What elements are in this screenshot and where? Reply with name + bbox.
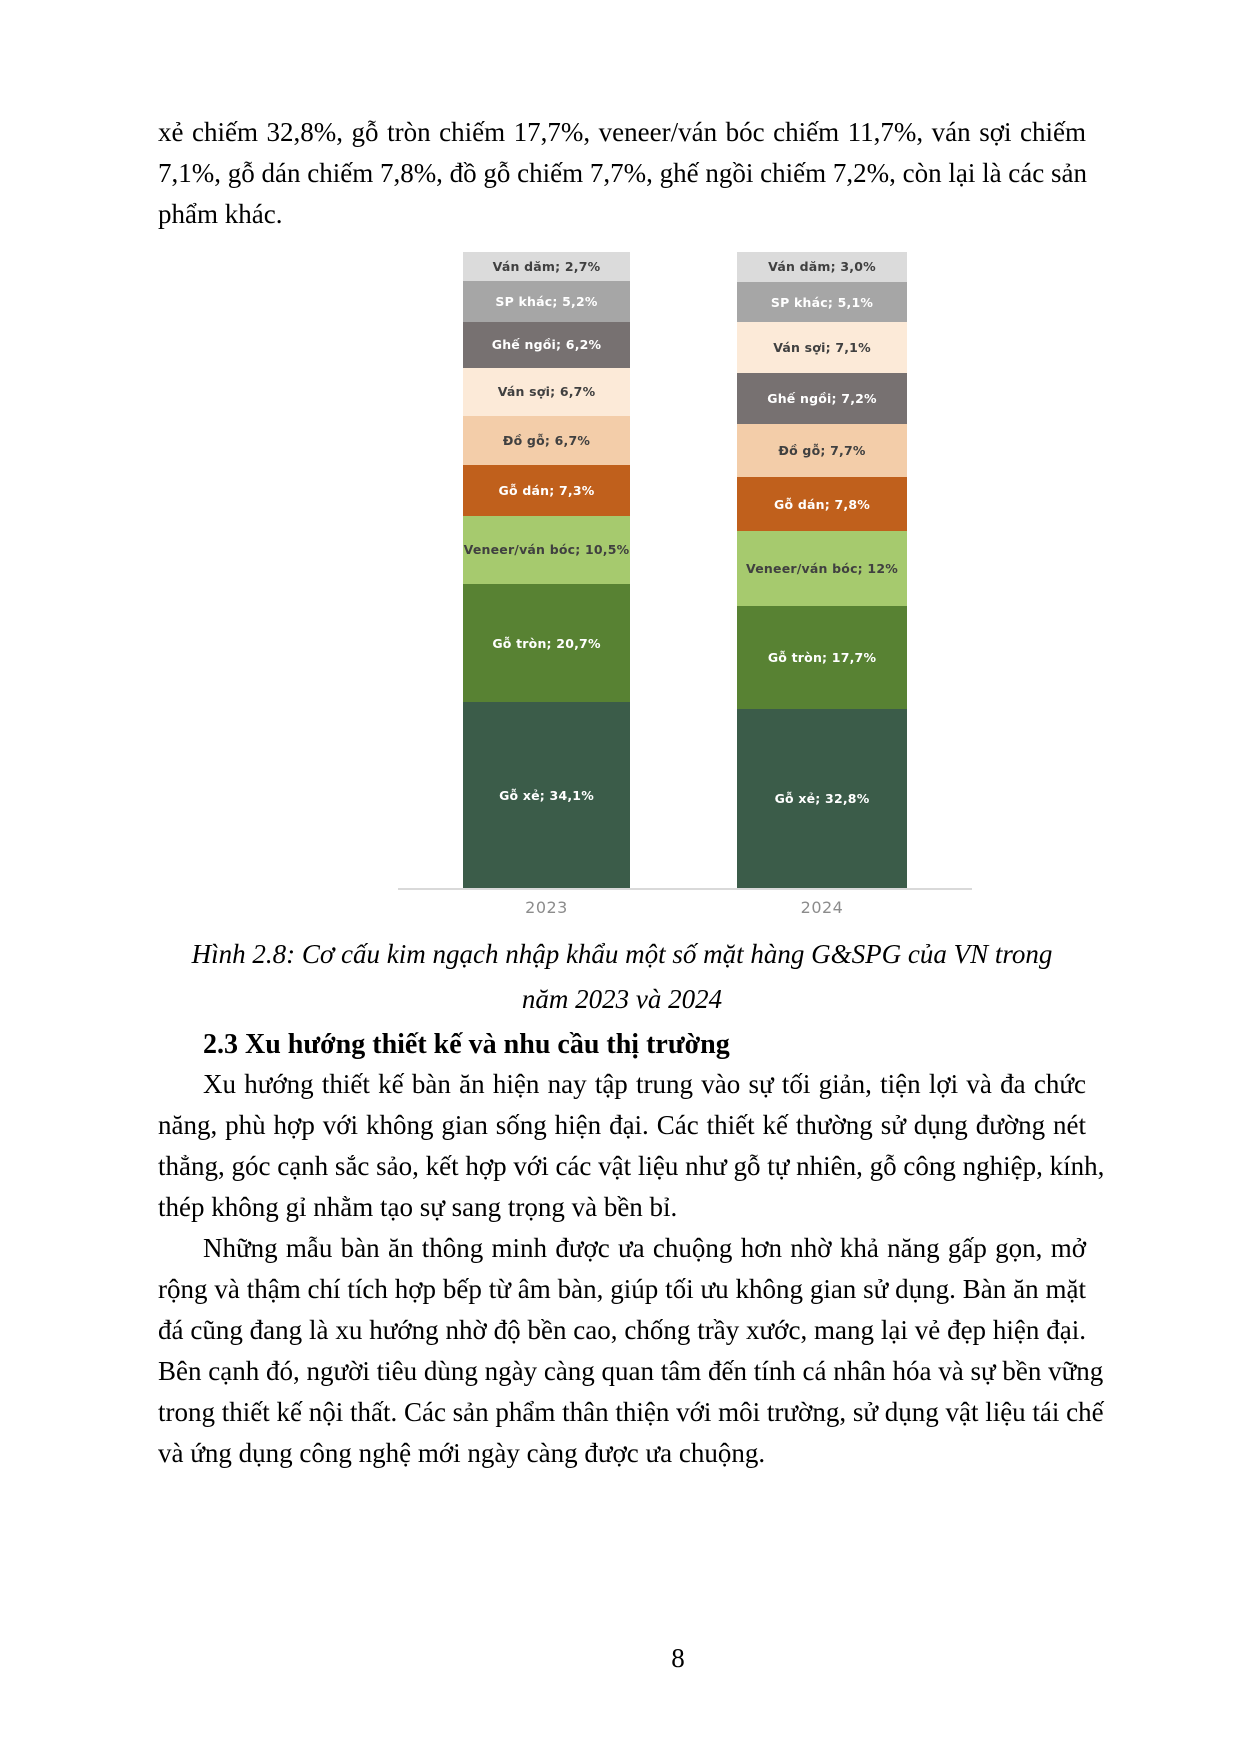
stacked-bar-2023: Ván dăm; 2,7% SP khác; 5,2% Ghế ngồi; 6,2%… [463,252,630,888]
paragraph-2-line-3: đá cũng đang là xu hướng nhờ độ bền cao,… [158,1315,1086,1345]
bar-segment: Đồ gỗ; 7,7% [737,423,907,478]
paragraph-1-line-3: thẳng, góc cạnh sắc sảo, kết hợp với các… [158,1151,1105,1181]
paragraph-2-line-4: Bên cạnh đó, người tiêu dùng ngày càng q… [158,1356,1104,1386]
bar-segment: Gỗ xẻ; 32,8% [737,709,907,888]
x-axis-label-2024: 2024 [800,898,844,917]
bar-segment: Ván sợi; 6,7% [463,367,630,417]
bar-segment: SP khác; 5,1% [737,281,907,323]
paragraph-1-line-1: Xu hướng thiết kế bàn ăn hiện nay tập tr… [203,1069,1086,1099]
intro-paragraph: xẻ chiếm 32,8%, gỗ tròn chiếm 17,7%, ven… [158,112,1087,235]
bar-segment: Gỗ tròn; 20,7% [463,583,630,703]
bar-segment: Ván dăm; 2,7% [463,252,630,281]
intro-line-3: phẩm khác. [158,199,283,229]
section-heading: 2.3 Xu hướng thiết kế và nhu cầu thị trư… [203,1029,730,1060]
bar-segment: Gỗ dán; 7,3% [463,464,630,517]
stacked-bar-2024: Ván dăm; 3,0% SP khác; 5,1% Ván sợi; 7,1% G… [737,252,907,888]
x-axis-line [398,888,972,890]
bar-segment: SP khác; 5,2% [463,280,630,322]
bar-segment: Ván dăm; 3,0% [737,252,907,282]
paragraph-2-line-1: Những mẫu bàn ăn thông minh được ưa chuộ… [203,1233,1086,1263]
bar-segment: Ghế ngồi; 7,2% [737,372,907,424]
paragraph-1-line-4: thép không gỉ nhằm tạo sự sang trọng và … [158,1192,678,1222]
bar-segment: Veneer/ván bóc; 12% [737,531,907,606]
paragraph-2-line-5: trong thiết kế nội thất. Các sản phẩm th… [158,1397,1104,1427]
bar-segment: Đồ gỗ; 6,7% [463,416,630,465]
paragraph-1-line-2: năng, phù hợp với không gian sống hiện đ… [158,1110,1086,1140]
paragraph-2-line-2: rộng và thậm chí tích hợp bếp từ âm bàn,… [158,1274,1086,1304]
figure-caption-line-1: Hình 2.8: Cơ cấu kim ngạch nhập khẩu một… [191,939,1053,969]
bar-segment: Gỗ dán; 7,8% [737,477,907,532]
intro-line-2: 7,1%, gỗ dán chiếm 7,8%, đồ gỗ chiếm 7,7… [158,158,1087,188]
paragraph-2: Những mẫu bàn ăn thông minh được ưa chuộ… [158,1228,1104,1474]
paragraph-2-line-6: và ứng dụng công nghệ mới ngày càng được… [158,1438,766,1468]
intro-line-1: xẻ chiếm 32,8%, gỗ tròn chiếm 17,7%, ven… [158,117,1086,147]
bar-segment: Ván sợi; 7,1% [737,322,907,373]
paragraph-1: Xu hướng thiết kế bàn ăn hiện nay tập tr… [158,1064,1105,1228]
bar-segment: Veneer/ván bóc; 10,5% [463,516,630,584]
bar-segment: Ghế ngồi; 6,2% [463,321,630,368]
bar-segment: Gỗ tròn; 17,7% [737,605,907,710]
bar-segment: Gỗ xẻ; 34,1% [463,702,630,888]
figure-caption-line-2: năm 2023 và 2024 [521,984,723,1014]
page-number: 8 [671,1643,685,1673]
x-axis-label-2023: 2023 [525,898,568,917]
figure-caption: Hình 2.8: Cơ cấu kim ngạch nhập khẩu một… [158,932,1086,1022]
figure-2-8-chart: Ván dăm; 2,7% SP khác; 5,2% Ghế ngồi; 6,2%… [398,252,972,952]
